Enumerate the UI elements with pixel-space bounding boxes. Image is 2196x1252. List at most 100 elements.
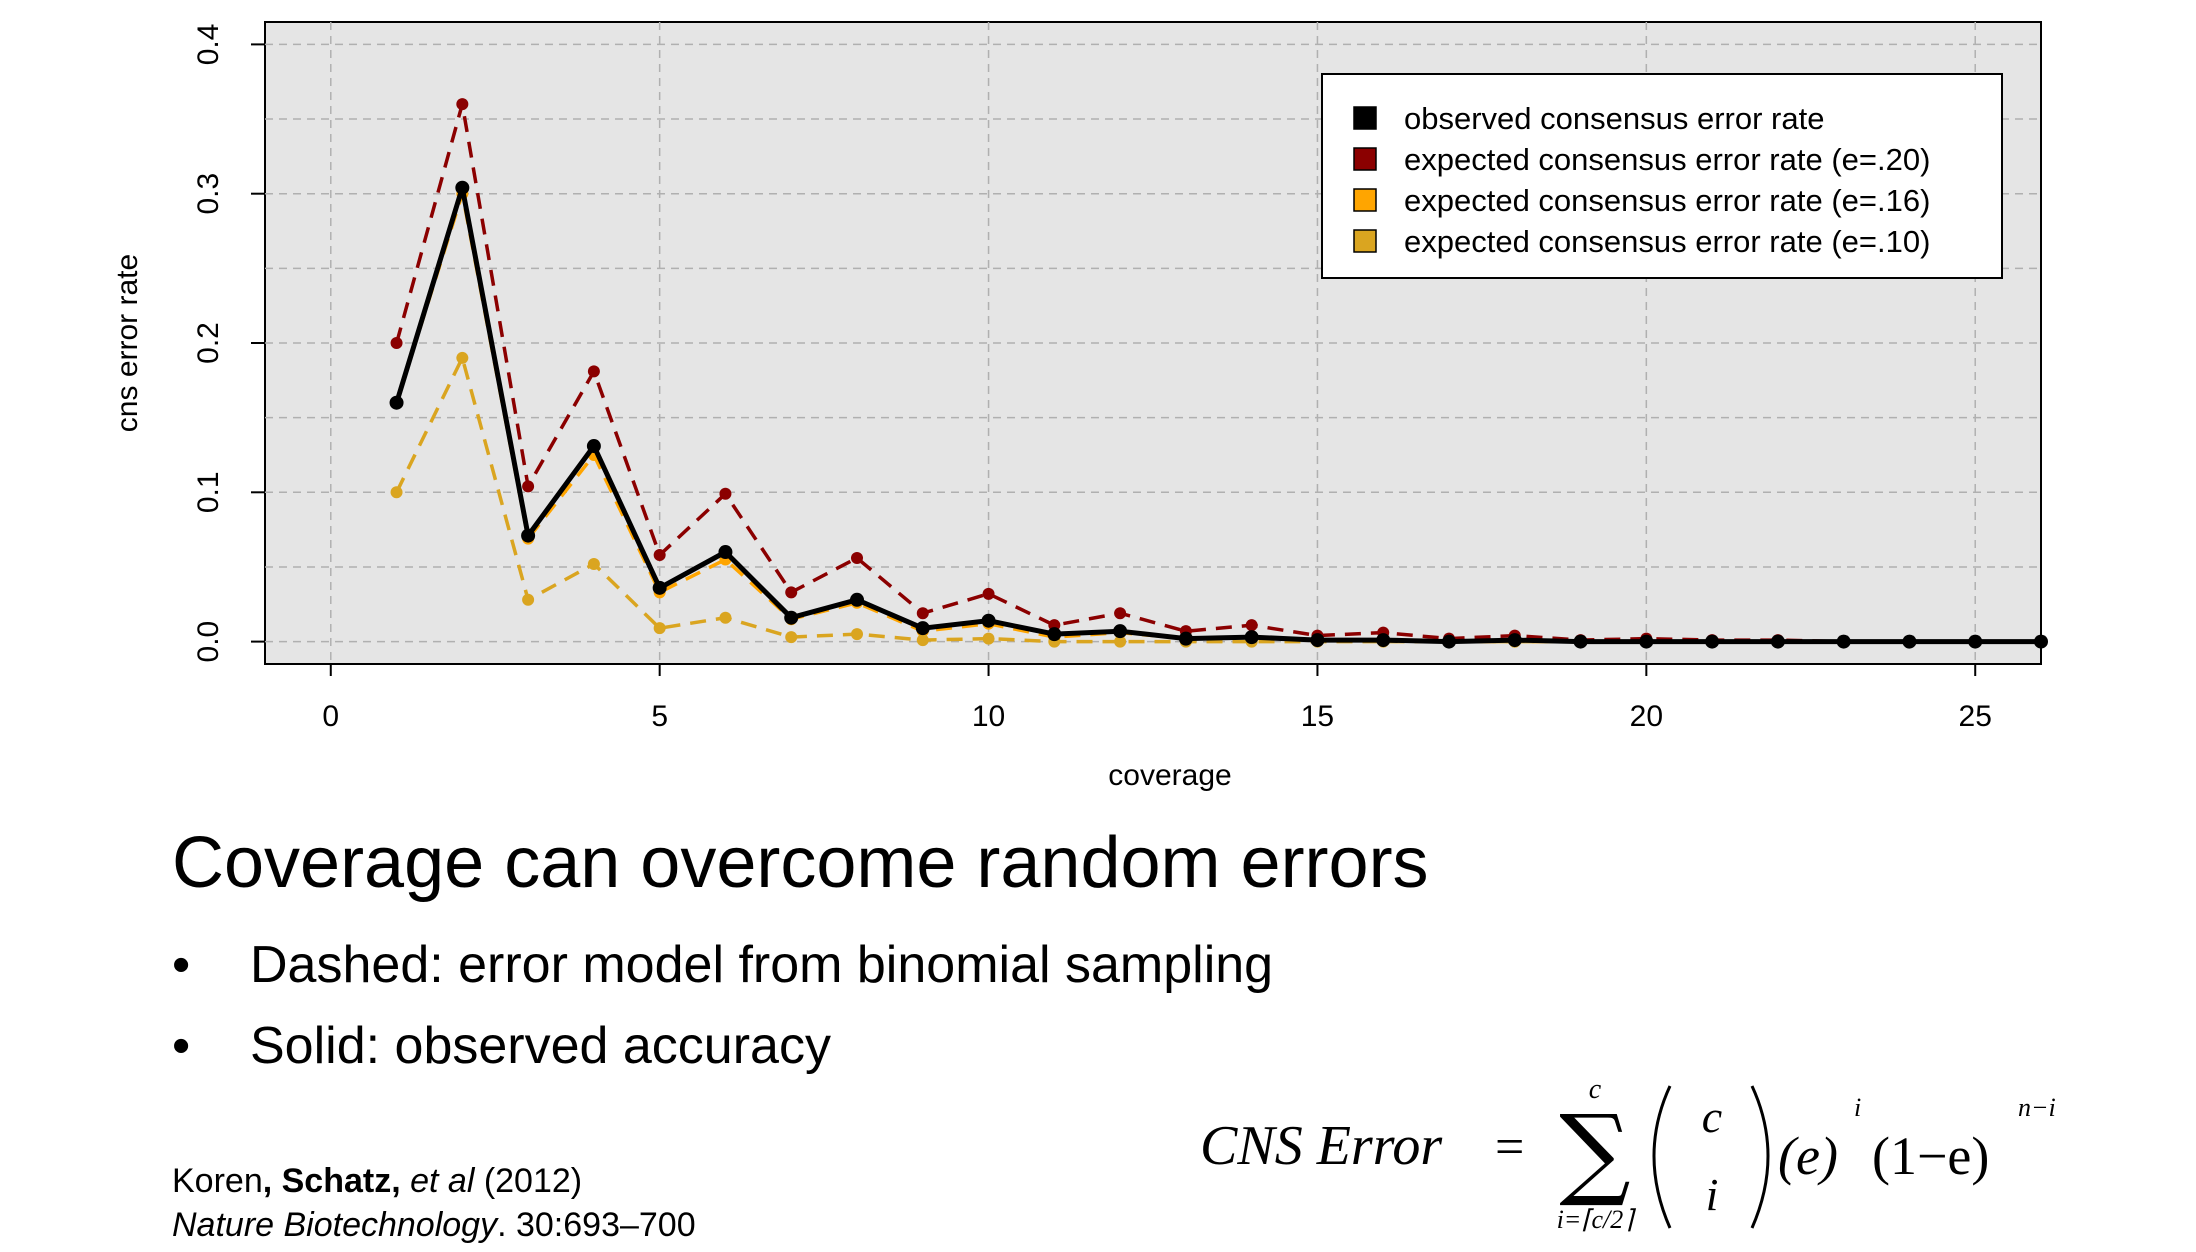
data-point bbox=[850, 592, 864, 607]
series-0 bbox=[389, 180, 2048, 649]
x-tick-label: 0 bbox=[322, 700, 339, 733]
citation-year: (2012) bbox=[474, 1162, 583, 1200]
bullet-marker: • bbox=[172, 936, 191, 994]
y-tick-label: 0.1 bbox=[192, 471, 225, 513]
data-point bbox=[456, 351, 469, 364]
data-point bbox=[784, 610, 799, 625]
data-point bbox=[2034, 634, 2048, 649]
formula-binom-bottom: i bbox=[1706, 1169, 1719, 1220]
sum-symbol: ∑ bbox=[1559, 1093, 1630, 1210]
data-point bbox=[652, 580, 667, 595]
data-point bbox=[522, 480, 535, 493]
citation-authors: Koren, Schatz, et al (2012) bbox=[172, 1162, 582, 1201]
bullet-text: Dashed: error model from binomial sampli… bbox=[250, 936, 1274, 994]
formula-term2-exp: n−i bbox=[2018, 1093, 2056, 1122]
series-layer bbox=[389, 98, 2048, 649]
data-point bbox=[785, 631, 798, 644]
formula-binom-top: c bbox=[1702, 1091, 1722, 1142]
citation-journal: Nature Biotechnology. 30:693–700 bbox=[172, 1206, 696, 1245]
legend-swatch bbox=[1353, 229, 1377, 253]
data-point bbox=[390, 337, 403, 349]
data-point bbox=[982, 632, 995, 645]
data-point bbox=[718, 545, 733, 560]
data-point bbox=[1310, 633, 1325, 648]
data-point bbox=[1968, 634, 1983, 649]
legend-label: expected consensus error rate (e=.20) bbox=[1404, 142, 1930, 177]
bullet-item: • Dashed: error model from binomial sampl… bbox=[172, 935, 1273, 995]
data-point bbox=[390, 486, 403, 499]
legend-swatch bbox=[1353, 188, 1377, 212]
citation-journal-name: Nature Biotechnology bbox=[172, 1206, 498, 1244]
y-axis: 0.0 0.1 0.2 0.3 0.4 bbox=[192, 24, 265, 663]
y-axis-label: cns error rate bbox=[111, 254, 144, 432]
slide-title: Coverage can overcome random errors bbox=[172, 823, 1429, 903]
y-tick-label: 0.2 bbox=[192, 322, 225, 364]
data-point bbox=[981, 613, 996, 628]
data-point bbox=[1113, 624, 1128, 639]
data-point bbox=[1245, 619, 1258, 632]
data-point bbox=[1244, 630, 1259, 645]
data-point bbox=[915, 621, 930, 636]
data-point bbox=[522, 593, 535, 606]
data-point bbox=[455, 180, 470, 195]
data-point bbox=[1705, 634, 1720, 649]
error-rate-chart: 0 5 10 15 20 25 0.0 0.1 0.2 0.3 0.4 coverage cns … bbox=[111, 21, 2048, 792]
data-point bbox=[653, 549, 666, 562]
x-tick-label: 15 bbox=[1301, 700, 1334, 733]
legend-label: observed consensus error rate bbox=[1404, 101, 1824, 136]
formula-term2: (1−e) bbox=[1872, 1126, 1989, 1186]
x-tick-label: 25 bbox=[1959, 700, 1992, 733]
x-axis: 0 5 10 15 20 25 bbox=[322, 664, 1992, 733]
x-tick-label: 10 bbox=[972, 700, 1005, 733]
data-point bbox=[1178, 631, 1193, 646]
legend-label: expected consensus error rate (e=.16) bbox=[1404, 183, 1930, 218]
data-point bbox=[456, 98, 469, 111]
legend-swatch bbox=[1353, 106, 1377, 130]
binom-right-paren bbox=[1750, 1085, 1770, 1229]
data-point bbox=[719, 611, 732, 624]
bullet-text: Solid: observed accuracy bbox=[250, 1017, 831, 1075]
data-point bbox=[586, 439, 601, 454]
citation-author-sep: , Schatz, bbox=[262, 1162, 411, 1200]
grid-lines bbox=[265, 22, 2041, 664]
data-point bbox=[1573, 634, 1588, 649]
citation-ref: . 30:693–700 bbox=[497, 1206, 696, 1244]
data-point bbox=[1836, 634, 1851, 649]
legend-label: expected consensus error rate (e=.10) bbox=[1404, 224, 1930, 259]
x-tick-label: 5 bbox=[651, 700, 668, 733]
observed-line bbox=[394, 186, 2041, 645]
data-point bbox=[719, 487, 732, 500]
formula-term1: (e) bbox=[1778, 1126, 1838, 1186]
data-point bbox=[653, 622, 666, 635]
bullet-item: • Solid: observed accuracy bbox=[172, 1016, 831, 1076]
y-tick-label: 0.4 bbox=[192, 24, 225, 66]
data-point bbox=[1507, 633, 1522, 648]
data-point bbox=[389, 395, 404, 410]
data-point bbox=[1047, 627, 1062, 642]
legend: observed consensus error rate expected co… bbox=[1321, 73, 2003, 279]
formula-sum-upper: c bbox=[1589, 1074, 1602, 1105]
data-point bbox=[1639, 634, 1654, 649]
data-point bbox=[916, 634, 929, 647]
binom-left-paren bbox=[1652, 1085, 1672, 1229]
formula-lhs: CNS Error bbox=[1200, 1115, 1442, 1177]
legend-box bbox=[1321, 73, 2003, 279]
data-point bbox=[1114, 635, 1127, 648]
y-tick-label: 0.3 bbox=[192, 173, 225, 215]
data-point bbox=[851, 551, 863, 564]
data-point bbox=[587, 365, 600, 378]
data-point bbox=[916, 607, 929, 620]
x-tick-label: 20 bbox=[1630, 700, 1663, 733]
data-point bbox=[1770, 634, 1785, 649]
x-axis-label: coverage bbox=[1108, 759, 1231, 792]
y-tick-label: 0.0 bbox=[192, 621, 225, 663]
data-point bbox=[1902, 634, 1917, 649]
data-point bbox=[982, 587, 995, 600]
cns-error-formula: CNS Error = c ∑ i=⌈c/2⌉ c i (e) i (1−e) … bbox=[1200, 1074, 2056, 1234]
legend-swatch bbox=[1353, 147, 1377, 171]
citation-etal: et al bbox=[410, 1162, 475, 1200]
formula-equals: = bbox=[1495, 1119, 1524, 1176]
formula-sum-lower: i=⌈c/2⌉ bbox=[1557, 1205, 1637, 1234]
bullet-marker: • bbox=[172, 1017, 191, 1075]
data-point bbox=[785, 586, 798, 599]
